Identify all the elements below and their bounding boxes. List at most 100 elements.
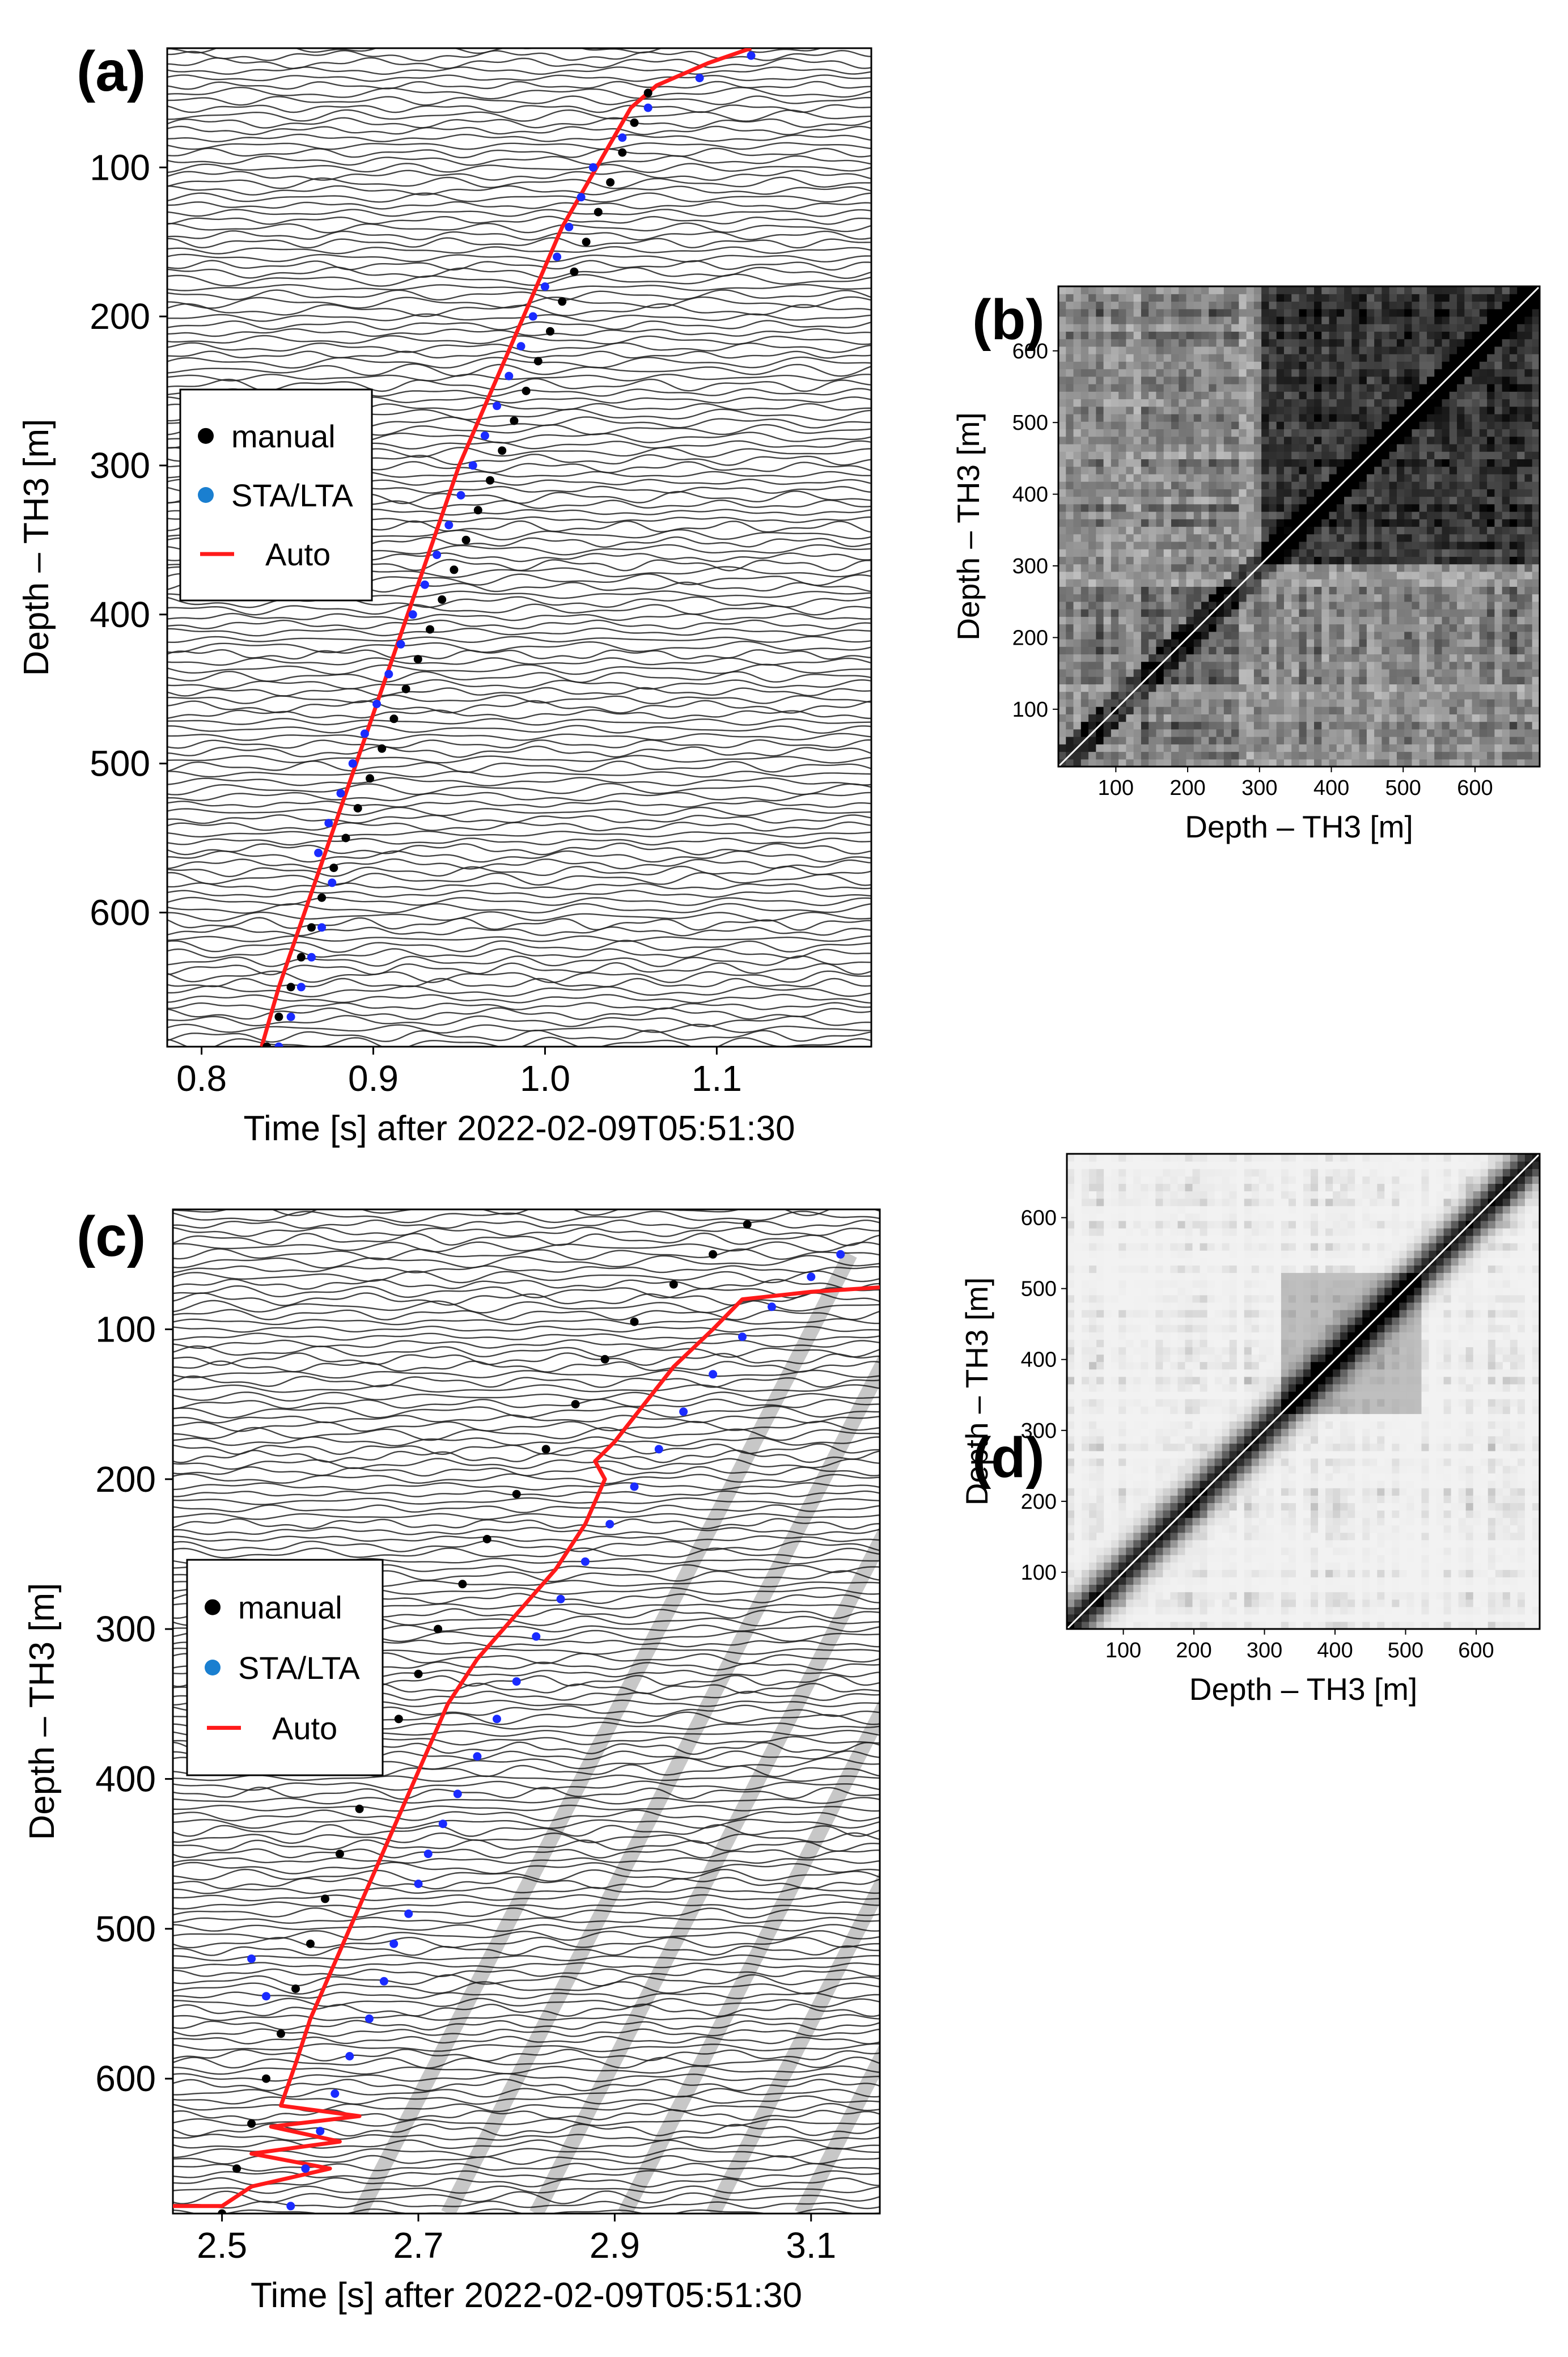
matrix-cell (1291, 729, 1300, 737)
matrix-cell (1314, 729, 1322, 737)
matrix-cell (1389, 616, 1397, 625)
matrix-cell (1449, 406, 1457, 414)
matrix-cell (1449, 541, 1457, 549)
matrix-cell (1163, 294, 1172, 302)
matrix-cell (1239, 406, 1247, 414)
matrix-cell (1494, 668, 1503, 677)
matrix-cell (1336, 556, 1345, 565)
matrix-cell (1479, 616, 1488, 625)
matrix-cell (1216, 534, 1224, 542)
matrix-cell (1329, 601, 1337, 610)
matrix-cell (1351, 624, 1360, 632)
matrix-cell (1269, 721, 1277, 730)
matrix-cell (1179, 684, 1187, 692)
matrix-cell (1276, 661, 1285, 670)
matrix-cell (1509, 684, 1518, 692)
wiggle-trace (173, 1818, 880, 1829)
matrix-cell (1442, 526, 1450, 535)
matrix-cell (1141, 691, 1149, 700)
matrix-cell (1201, 316, 1209, 324)
matrix-cell (1058, 609, 1066, 617)
matrix-cell (1517, 294, 1525, 302)
matrix-cell (1171, 526, 1179, 535)
matrix-cell (1261, 526, 1270, 535)
matrix-cell (1073, 729, 1082, 737)
matrix-cell (1080, 413, 1089, 422)
matrix-cell (1396, 699, 1405, 707)
matrix-cell (1449, 421, 1457, 430)
matrix-cell (1449, 586, 1457, 595)
matrix-cell (1216, 624, 1224, 632)
matrix-cell (1532, 714, 1540, 722)
matrix-cell (1344, 661, 1352, 670)
matrix-cell (1502, 429, 1510, 437)
matrix-cell (1209, 571, 1217, 579)
matrix-cell (1427, 541, 1435, 549)
axes-frame (1057, 285, 1541, 768)
matrix-cell (1149, 684, 1157, 692)
matrix-cell (1141, 406, 1149, 414)
matrix-cell (1261, 759, 1270, 767)
matrix-cell (1066, 556, 1074, 565)
matrix-cell (1381, 699, 1390, 707)
matrix-cell (1321, 391, 1330, 400)
matrix-cell (1329, 294, 1337, 302)
matrix-cell (1104, 1473, 1112, 1481)
matrix-cell (1141, 481, 1149, 489)
matrix-cell (1096, 1272, 1104, 1281)
sta-lta-pick-point (768, 1302, 776, 1311)
matrix-cell (1329, 429, 1337, 437)
matrix-cell (1096, 1414, 1104, 1421)
wiggle-trace (167, 215, 871, 225)
matrix-cell (1344, 676, 1352, 685)
matrix-cell (1291, 331, 1300, 340)
matrix-cell (1163, 466, 1172, 475)
matrix-cell (1494, 391, 1503, 400)
matrix-cell (1201, 511, 1209, 519)
matrix-cell (1306, 594, 1315, 602)
matrix-cell (1517, 676, 1525, 685)
matrix-cell (1096, 586, 1104, 595)
matrix-cell (1186, 744, 1194, 752)
matrix-cell (1321, 443, 1330, 452)
matrix-cell (1141, 443, 1149, 452)
matrix-cell (1442, 331, 1450, 340)
matrix-cell (1216, 729, 1224, 737)
matrix-cell (1449, 744, 1457, 752)
matrix-cell (1306, 721, 1315, 730)
matrix-cell (1509, 443, 1518, 452)
wiggle-trace (167, 911, 871, 922)
matrix-cell (1396, 684, 1405, 692)
matrix-cell (1276, 308, 1285, 317)
matrix-cell (1246, 473, 1255, 482)
matrix-cell (1449, 571, 1457, 579)
matrix-cell (1111, 624, 1119, 632)
matrix-cell (1299, 473, 1307, 482)
matrix-cell (1156, 631, 1164, 640)
matrix-cell (1396, 624, 1405, 632)
matrix-cell (1502, 699, 1510, 707)
matrix-cell (1464, 624, 1473, 632)
matrix-cell (1261, 699, 1270, 707)
matrix-cell (1103, 429, 1112, 437)
matrix-cell (1082, 1503, 1090, 1511)
matrix-cell (1096, 1421, 1104, 1429)
matrix-cell (1201, 429, 1209, 437)
matrix-cell (1532, 354, 1540, 362)
matrix-cell (1239, 639, 1247, 647)
matrix-cell (1306, 549, 1315, 557)
matrix-cell (1509, 549, 1518, 557)
matrix-cell (1261, 744, 1270, 752)
matrix-cell (1216, 489, 1224, 497)
matrix-cell (1479, 676, 1488, 685)
matrix-cell (1396, 579, 1405, 587)
matrix-cell (1524, 466, 1533, 475)
matrix-cell (1306, 668, 1315, 677)
matrix-cell (1104, 1332, 1112, 1340)
matrix-cell (1179, 369, 1187, 377)
matrix-cell (1118, 729, 1126, 737)
matrix-cell (1472, 308, 1480, 317)
matrix-cell (1149, 429, 1157, 437)
matrix-cell (1223, 616, 1232, 625)
matrix-cell (1074, 1250, 1082, 1258)
